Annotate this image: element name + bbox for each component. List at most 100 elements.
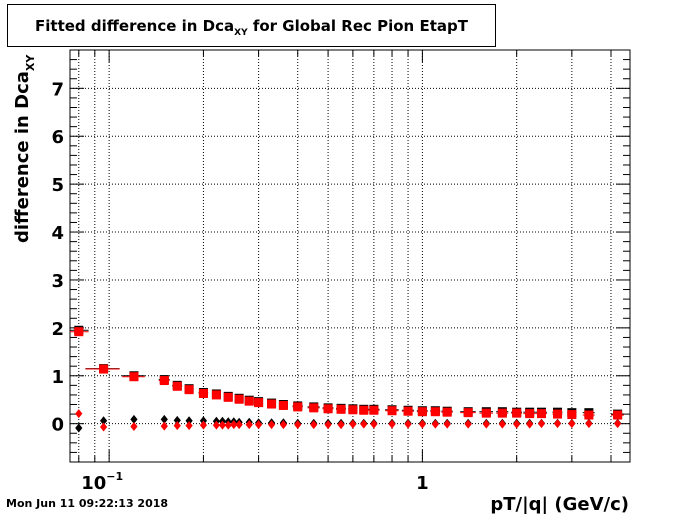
- data-marks: [70, 325, 624, 433]
- y-tick-label: 1: [51, 367, 64, 388]
- data-point-diamond: [224, 420, 232, 430]
- data-point-square: [584, 410, 594, 420]
- y-tick-label: 3: [51, 271, 64, 292]
- data-point-diamond: [279, 420, 288, 430]
- data-point-square: [244, 396, 254, 406]
- y-axis-label: difference in DcaXY: [12, 54, 37, 243]
- data-point-square: [387, 406, 397, 416]
- y-tick-label: 2: [51, 319, 64, 340]
- data-point-diamond: [160, 421, 168, 431]
- data-point-diamond: [349, 419, 357, 429]
- data-point-square: [497, 408, 507, 418]
- y-axis-label-main: difference in Dca: [12, 71, 33, 243]
- data-point-diamond: [324, 420, 332, 430]
- data-point-diamond: [294, 420, 302, 430]
- data-point-square: [198, 388, 208, 398]
- data-point-diamond: [267, 420, 276, 430]
- data-point-diamond: [418, 419, 426, 429]
- data-point-diamond: [482, 419, 490, 429]
- data-point-diamond: [130, 414, 138, 424]
- data-point-diamond: [245, 420, 253, 430]
- data-point-diamond: [99, 422, 108, 432]
- data-point-square: [417, 407, 427, 417]
- data-point-diamond: [537, 419, 546, 429]
- chart-title: Fitted difference in DcaXY for Global Re…: [8, 17, 495, 38]
- data-point-square: [369, 405, 379, 415]
- data-point-diamond: [526, 419, 534, 429]
- data-point-square: [481, 408, 491, 418]
- data-point-diamond: [75, 423, 83, 433]
- y-tick-label: 5: [51, 175, 64, 196]
- data-point-diamond: [443, 419, 451, 429]
- y-axis-label-sub: XY: [24, 54, 37, 71]
- data-point-square: [323, 404, 333, 414]
- data-point-diamond: [160, 414, 168, 424]
- grid-lines: [70, 50, 630, 462]
- x-tick-label-exp: −1: [106, 470, 123, 483]
- data-point-square: [74, 327, 84, 337]
- data-point-square: [613, 410, 623, 420]
- data-point-square: [536, 409, 546, 419]
- data-point-diamond: [360, 419, 368, 429]
- data-point-square: [99, 364, 109, 374]
- y-tick-label: 0: [51, 415, 64, 436]
- data-point-diamond: [185, 421, 193, 431]
- data-point-square: [567, 410, 577, 420]
- y-tick-label: 6: [51, 127, 64, 148]
- data-point-diamond: [310, 420, 318, 430]
- data-point-square: [278, 400, 288, 410]
- data-point-diamond: [388, 419, 396, 429]
- data-point-square: [172, 381, 182, 391]
- data-point-square: [553, 409, 563, 419]
- data-point-diamond: [568, 419, 576, 429]
- x-axis-label: pT/|q| (GeV/c): [490, 494, 629, 514]
- plot-border: [69, 49, 631, 463]
- x-tick-label: 1: [416, 473, 429, 494]
- axis-ticks: [70, 49, 630, 463]
- data-point-square: [254, 398, 264, 408]
- data-point-diamond: [75, 409, 83, 419]
- y-tick-label: 7: [51, 79, 64, 100]
- data-point-diamond: [585, 419, 593, 429]
- timestamp: Mon Jun 11 09:22:13 2018: [6, 497, 169, 510]
- data-point-square: [430, 407, 440, 417]
- data-point-square: [403, 406, 413, 416]
- data-point-diamond: [370, 419, 378, 429]
- data-point-diamond: [498, 419, 506, 429]
- data-point-diamond: [173, 421, 181, 431]
- data-point-square: [129, 372, 139, 382]
- svg-text:difference in DcaXY: difference in DcaXY: [12, 54, 37, 243]
- data-point-diamond: [431, 419, 439, 429]
- data-point-diamond: [404, 419, 412, 429]
- x-tick-label: 10−1: [81, 470, 123, 494]
- data-point-square: [223, 392, 233, 402]
- title-sub: XY: [234, 28, 248, 38]
- x-tick-label-base: 10: [81, 473, 106, 494]
- data-point-diamond: [464, 419, 472, 429]
- data-point-square: [159, 376, 169, 386]
- y-tick-label: 4: [51, 223, 64, 244]
- data-point-diamond: [254, 420, 263, 430]
- data-point-diamond: [99, 416, 108, 426]
- data-point-diamond: [185, 416, 193, 426]
- data-point-square: [359, 405, 369, 415]
- title-main: Fitted difference in Dca: [35, 17, 235, 35]
- data-point-diamond: [218, 420, 227, 430]
- data-point-diamond: [173, 415, 181, 425]
- tick-labels: 0 1 2 3 4 5 6 7 10−1 1: [51, 79, 428, 494]
- data-point-diamond: [212, 420, 221, 430]
- data-point-square: [463, 408, 473, 418]
- data-point-diamond: [513, 419, 521, 429]
- title-box: Fitted difference in DcaXY for Global Re…: [7, 4, 496, 47]
- title-rest: for Global Rec Pion EtapT: [247, 17, 468, 35]
- data-point-diamond: [235, 420, 243, 430]
- data-point-square: [348, 405, 358, 415]
- plot-frame: [69, 49, 631, 463]
- data-point-square: [293, 402, 303, 412]
- data-point-square: [336, 404, 346, 414]
- data-point-square: [442, 407, 452, 417]
- data-point-diamond: [337, 420, 345, 430]
- data-point-diamond: [199, 420, 208, 430]
- data-point-square: [184, 385, 194, 395]
